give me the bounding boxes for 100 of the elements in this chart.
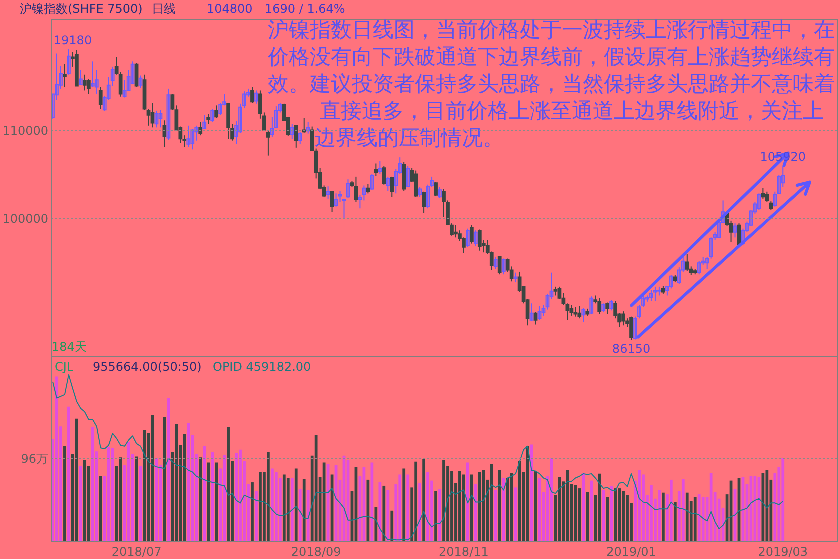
bar (782, 458, 785, 541)
candlestick (358, 194, 362, 210)
candlestick (186, 125, 191, 148)
candlestick (418, 187, 422, 198)
bar (642, 474, 645, 541)
bar (314, 435, 318, 541)
candlestick (250, 86, 254, 104)
bar (83, 460, 86, 541)
bar (650, 485, 653, 541)
candlestick (55, 53, 59, 101)
candlestick (278, 102, 282, 114)
bar (406, 474, 410, 541)
bar (374, 507, 378, 541)
candlestick (590, 296, 594, 315)
candlestick (150, 102, 155, 128)
candlestick (59, 66, 63, 90)
candlestick (681, 254, 686, 272)
bar (294, 468, 298, 541)
candlestick (546, 293, 550, 310)
candlestick (206, 114, 211, 125)
candlestick (218, 102, 223, 116)
bar (390, 510, 394, 541)
y-tick-label: 100000 (2, 212, 48, 226)
candlestick (242, 91, 246, 109)
candlestick (374, 163, 378, 177)
candlestick (406, 166, 410, 188)
candlestick (570, 304, 574, 316)
candlestick (134, 62, 139, 88)
bar (582, 473, 586, 541)
bar (76, 418, 78, 541)
bar (215, 462, 218, 541)
bar (426, 472, 430, 541)
bar (91, 428, 94, 541)
annotation: 955664.00(50:50) (93, 360, 202, 374)
bar (211, 452, 214, 541)
bar (187, 423, 190, 541)
candlestick (765, 191, 770, 203)
bar (466, 462, 470, 541)
candlestick (753, 202, 758, 214)
bar (302, 479, 306, 541)
candlestick (306, 122, 310, 134)
candlestick (454, 224, 458, 238)
candlestick (733, 223, 738, 238)
candlestick (394, 168, 398, 194)
bar (470, 474, 474, 541)
candlestick (777, 174, 782, 196)
bar (235, 453, 238, 541)
bar (622, 491, 625, 541)
bar (474, 484, 478, 541)
bar (267, 452, 270, 541)
bar (107, 447, 110, 541)
candlestick (194, 125, 199, 142)
bar (290, 478, 294, 541)
bar (199, 458, 202, 541)
candlestick (538, 306, 542, 321)
bar (398, 474, 402, 541)
bar (686, 492, 689, 541)
bar (670, 480, 673, 541)
bar (255, 491, 258, 541)
annotation: OPID 459182.00 (213, 360, 312, 374)
candlestick (650, 290, 654, 302)
candlestick (426, 184, 430, 210)
bar (618, 488, 621, 541)
bar (482, 470, 486, 541)
bar (694, 497, 697, 541)
candlestick (366, 183, 370, 194)
candlestick (130, 61, 135, 86)
candlestick (78, 70, 83, 86)
candlestick (665, 286, 670, 296)
candlestick (582, 308, 586, 323)
candlestick (646, 295, 650, 302)
candlestick (502, 258, 506, 276)
bar (99, 476, 102, 541)
candlestick (761, 188, 766, 200)
annotation: 19180 (54, 34, 92, 48)
candlestick (222, 94, 226, 106)
candlestick (713, 232, 718, 241)
candlestick (138, 75, 143, 89)
candlestick (534, 312, 538, 326)
bar (56, 376, 58, 541)
candlestick (630, 316, 634, 341)
bar (698, 494, 701, 541)
candlestick (90, 61, 95, 88)
bar (590, 480, 594, 541)
bar (478, 472, 482, 541)
candlestick (86, 78, 91, 95)
candlestick (494, 256, 498, 270)
candlestick (234, 121, 238, 145)
candlestick (67, 49, 71, 76)
candlestick (98, 86, 103, 110)
bar (614, 488, 617, 541)
bar (606, 497, 610, 541)
candlestick (338, 190, 342, 203)
candlestick (266, 130, 270, 156)
candlestick (290, 124, 294, 140)
x-tick-label: 2019/01 (606, 545, 656, 559)
bar (514, 488, 518, 541)
annotation: 184天 (52, 340, 87, 354)
candlestick (106, 77, 111, 101)
bar (458, 471, 462, 541)
